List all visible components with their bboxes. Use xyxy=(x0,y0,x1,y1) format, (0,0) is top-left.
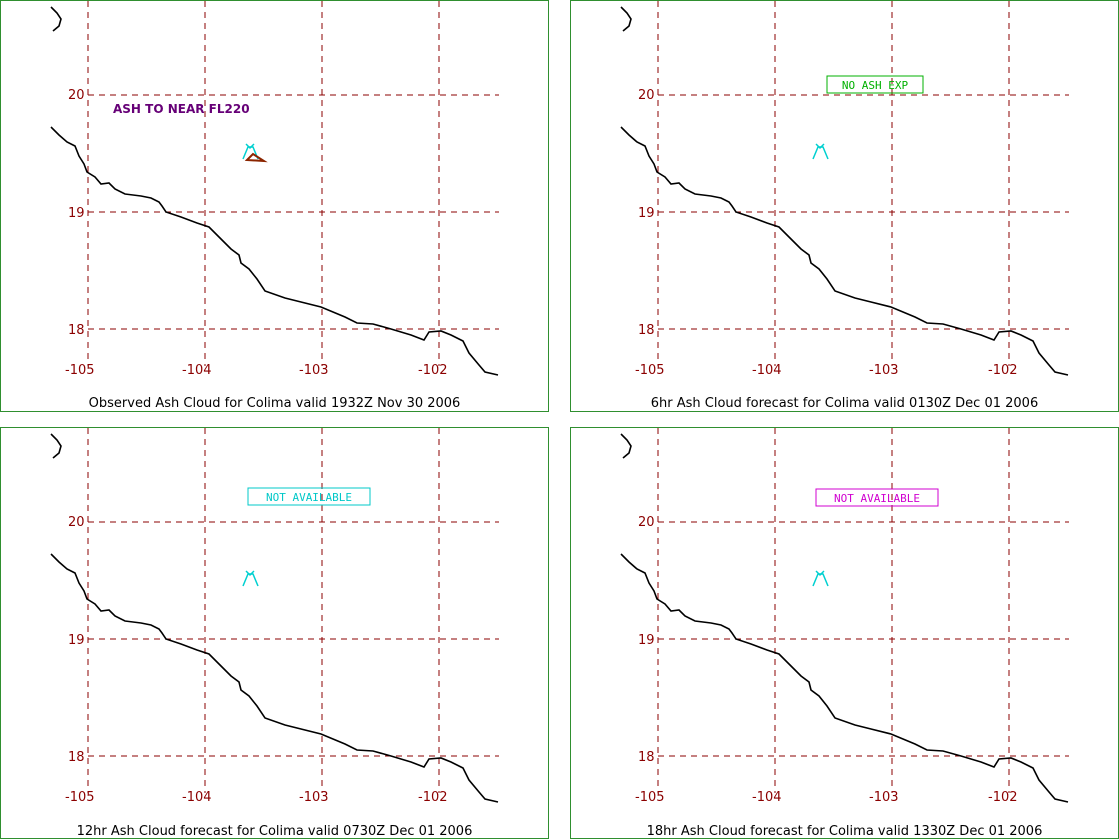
lon-label-105: -105 xyxy=(65,363,95,378)
panel-12hr: NOT AVAILABLE 20 19 18 -105 -104 -103 -1… xyxy=(0,427,549,839)
grid xyxy=(87,428,499,793)
lon-labels: -105 -104 -103 -102 xyxy=(65,363,448,378)
lon-label-103: -103 xyxy=(299,363,329,378)
grid xyxy=(87,1,499,366)
lon-label-102: -102 xyxy=(988,363,1018,378)
lat-label-18: 18 xyxy=(68,323,85,338)
lat-label-19: 19 xyxy=(68,206,85,221)
lon-label-103: -103 xyxy=(869,363,899,378)
lon-label-105: -105 xyxy=(635,363,665,378)
coastline xyxy=(50,433,499,803)
lat-label-20: 20 xyxy=(638,88,655,103)
status-text: NO ASH EXP xyxy=(842,79,909,92)
lon-labels: -105 -104 -103 -102 xyxy=(65,790,448,805)
status-text: NOT AVAILABLE xyxy=(266,491,352,504)
lat-labels: 20 19 18 xyxy=(638,88,655,338)
grid xyxy=(657,428,1069,793)
lat-labels: 20 19 18 xyxy=(68,88,85,338)
coastline xyxy=(50,6,499,376)
lon-label-104: -104 xyxy=(752,790,782,805)
lon-label-103: -103 xyxy=(299,790,329,805)
lon-label-103: -103 xyxy=(869,790,899,805)
lon-label-104: -104 xyxy=(182,790,212,805)
lon-label-102: -102 xyxy=(418,363,448,378)
lon-labels: -105 -104 -103 -102 xyxy=(635,790,1018,805)
lat-label-19: 19 xyxy=(638,633,655,648)
lat-label-20: 20 xyxy=(638,515,655,530)
map-12hr: NOT AVAILABLE 20 19 18 -105 -104 -103 -1… xyxy=(50,428,499,805)
lon-label-104: -104 xyxy=(182,363,212,378)
lon-label-105: -105 xyxy=(635,790,665,805)
lon-labels: -105 -104 -103 -102 xyxy=(635,363,1018,378)
lat-label-19: 19 xyxy=(638,206,655,221)
lat-label-19: 19 xyxy=(68,633,85,648)
caption-12hr: 12hr Ash Cloud forecast for Colima valid… xyxy=(76,824,473,839)
map-18hr: NOT AVAILABLE 20 19 18 -105 -104 -103 -1… xyxy=(620,428,1069,805)
lon-label-104: -104 xyxy=(752,363,782,378)
map-6hr: NO ASH EXP 20 19 18 -105 -104 -103 -102 xyxy=(620,1,1069,378)
panel-6hr: NO ASH EXP 20 19 18 -105 -104 -103 -102 … xyxy=(570,0,1119,412)
grid xyxy=(657,1,1069,366)
status-box xyxy=(247,487,371,506)
caption-6hr: 6hr Ash Cloud forecast for Colima valid … xyxy=(650,396,1039,411)
lat-label-18: 18 xyxy=(638,750,655,765)
volcano-icon xyxy=(242,570,259,587)
panel-observed: ASH TO NEAR FL220 20 19 18 -105 -104 -10… xyxy=(0,0,549,412)
coastline xyxy=(620,433,1069,803)
ash-annotation: ASH TO NEAR FL220 xyxy=(113,102,250,116)
lon-label-105: -105 xyxy=(65,790,95,805)
lat-label-18: 18 xyxy=(638,323,655,338)
lat-label-20: 20 xyxy=(68,88,85,103)
status-box xyxy=(815,488,939,507)
caption-observed: Observed Ash Cloud for Colima valid 1932… xyxy=(88,396,461,411)
map-observed: ASH TO NEAR FL220 20 19 18 -105 -104 -10… xyxy=(50,1,499,378)
coastline xyxy=(620,6,1069,376)
caption-18hr: 18hr Ash Cloud forecast for Colima valid… xyxy=(646,824,1043,839)
lon-label-102: -102 xyxy=(418,790,448,805)
status-text: NOT AVAILABLE xyxy=(834,492,920,505)
lat-label-18: 18 xyxy=(68,750,85,765)
lat-label-20: 20 xyxy=(68,515,85,530)
ash-cloud-polygon xyxy=(244,152,268,163)
lat-labels: 20 19 18 xyxy=(68,515,85,765)
status-box xyxy=(826,75,924,94)
panel-18hr: NOT AVAILABLE 20 19 18 -105 -104 -103 -1… xyxy=(570,427,1119,839)
lat-labels: 20 19 18 xyxy=(638,515,655,765)
lon-label-102: -102 xyxy=(988,790,1018,805)
volcano-icon xyxy=(242,143,259,160)
volcano-icon xyxy=(812,143,829,160)
volcano-icon xyxy=(812,570,829,587)
